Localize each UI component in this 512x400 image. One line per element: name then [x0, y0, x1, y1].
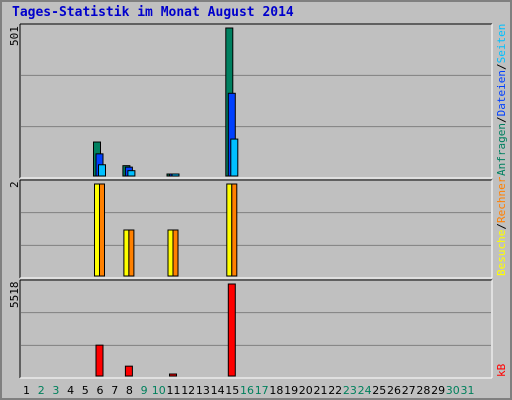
day-label-5: 5	[82, 384, 89, 397]
bar-rechner-6	[99, 183, 105, 277]
panel-bg-middle	[20, 180, 492, 278]
day-label-12: 12	[181, 384, 195, 397]
day-label-11: 11	[167, 384, 181, 397]
day-label-21: 21	[314, 384, 328, 397]
day-label-20: 20	[299, 384, 313, 397]
day-label-31: 31	[461, 384, 475, 397]
day-label-13: 13	[196, 384, 210, 397]
day-label-24: 24	[358, 384, 372, 397]
panel-bg-bottom	[20, 280, 492, 378]
day-label-1: 1	[23, 384, 30, 397]
bar-kb-8	[124, 365, 133, 377]
bar-seiten-8	[127, 170, 136, 177]
bar-seiten-15	[230, 138, 239, 177]
day-label-15: 15	[225, 384, 239, 397]
day-label-22: 22	[328, 384, 342, 397]
bar-besuche-6	[94, 183, 100, 277]
day-label-28: 28	[416, 384, 430, 397]
bar-besuche-8	[123, 229, 130, 277]
day-label-17: 17	[255, 384, 269, 397]
bar-kb-11	[169, 373, 177, 377]
day-label-2: 2	[38, 384, 45, 397]
day-label-30: 30	[446, 384, 460, 397]
bar-besuche-11	[167, 229, 174, 277]
bar-seiten-11	[171, 173, 180, 177]
day-label-3: 3	[52, 384, 59, 397]
bar-rechner-8	[128, 229, 135, 277]
day-label-7: 7	[111, 384, 118, 397]
day-label-9: 9	[141, 384, 148, 397]
day-label-27: 27	[402, 384, 416, 397]
day-label-14: 14	[211, 384, 225, 397]
bar-seiten-6	[98, 164, 106, 177]
bar-rechner-11	[172, 229, 179, 277]
chart-title: Tages-Statistik im Monat August 2014	[12, 5, 294, 20]
day-label-23: 23	[343, 384, 357, 397]
bar-rechner-15	[231, 183, 238, 277]
bar-kb-6	[95, 344, 104, 377]
day-label-4: 4	[67, 384, 74, 397]
day-label-26: 26	[387, 384, 401, 397]
day-label-25: 25	[372, 384, 386, 397]
day-label-10: 10	[152, 384, 166, 397]
bar-besuche-15	[226, 183, 233, 277]
day-label-18: 18	[269, 384, 283, 397]
panel-bg-top	[20, 24, 492, 178]
day-label-6: 6	[97, 384, 104, 397]
day-label-29: 29	[431, 384, 445, 397]
day-label-16: 16	[240, 384, 254, 397]
day-label-8: 8	[126, 384, 133, 397]
day-label-19: 19	[284, 384, 298, 397]
bar-kb-15	[227, 283, 236, 377]
